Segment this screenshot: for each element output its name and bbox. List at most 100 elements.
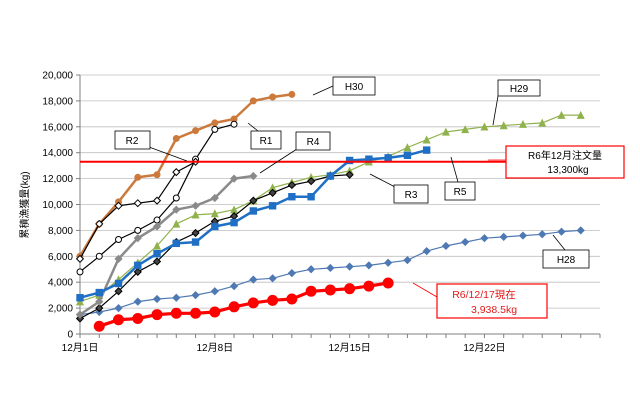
series-r2: [75, 157, 200, 263]
label-r3: R3: [393, 184, 429, 204]
point-r5: [288, 193, 296, 201]
point-h29: [441, 127, 450, 136]
point-r5: [345, 156, 354, 165]
y-axis-label: 累積漁獲量(kg): [18, 171, 31, 238]
point-r5: [172, 239, 180, 248]
point-r3: [133, 267, 142, 276]
point-h28: [268, 274, 277, 283]
point-r1: [134, 226, 142, 234]
point-h29: [75, 297, 85, 306]
point-r5: [211, 222, 219, 231]
series-r6: [93, 277, 394, 332]
point-h28: [576, 226, 585, 235]
point-h29: [422, 135, 431, 144]
y-tick-label: 8,000: [48, 226, 73, 237]
point-r1: [153, 216, 161, 224]
point-r5: [307, 193, 315, 201]
point-r5: [153, 250, 161, 258]
point-h29: [480, 122, 489, 131]
r5-leader: [450, 156, 459, 183]
point-r5: [114, 279, 123, 288]
point-h30: [134, 173, 142, 181]
label-r1: R1: [250, 130, 282, 150]
point-h30: [211, 119, 219, 127]
point-h28: [499, 232, 508, 241]
point-h28: [210, 287, 219, 296]
point-h29: [210, 209, 219, 218]
x-tick-labels: 12月1日 12月8日 12月15日 12月22日: [62, 334, 601, 354]
point-h29: [153, 241, 162, 250]
point-h29: [557, 110, 566, 119]
point-r3: [95, 303, 104, 313]
r1-leader: [247, 122, 259, 132]
y-tick-label: 6,000: [48, 252, 73, 263]
svg-text:R5: R5: [454, 187, 467, 198]
series-h28: [75, 226, 585, 319]
point-r3: [191, 228, 200, 238]
y-tick-label: 2,000: [48, 304, 73, 315]
point-h28: [480, 234, 489, 243]
r4-leader: [259, 146, 301, 174]
point-r5: [230, 218, 238, 227]
r2-leader: [148, 146, 188, 162]
point-r6: [305, 285, 317, 297]
label-r2: R2: [114, 130, 151, 150]
y-tick-labels: 0 2,000 4,000 6,000 8,000 10,000 12,000 14,000 1…: [42, 71, 80, 341]
point-r6: [382, 277, 394, 289]
point-r3: [152, 257, 162, 266]
y-tick-label: 0: [67, 330, 73, 341]
svg-text:R1: R1: [260, 136, 273, 147]
point-h30: [288, 90, 296, 98]
y-tick-label: 4,000: [48, 278, 73, 289]
point-r2: [152, 196, 162, 205]
point-h29: [172, 219, 181, 228]
point-r1: [115, 235, 123, 243]
point-r5: [134, 261, 142, 270]
label-r4: R4: [295, 131, 331, 151]
point-r4: [229, 174, 239, 183]
svg-text:3,938.5kg: 3,938.5kg: [471, 304, 517, 316]
point-r5: [268, 202, 277, 210]
point-h30: [153, 171, 161, 179]
point-h29: [191, 210, 200, 219]
point-r5: [249, 207, 258, 215]
svg-text:13,300kg: 13,300kg: [547, 165, 588, 176]
point-r2: [114, 201, 123, 210]
y-tick-label: 10,000: [42, 200, 73, 211]
point-r6: [93, 320, 105, 332]
point-r6: [170, 307, 182, 319]
h29-leader: [492, 95, 499, 126]
point-h28: [345, 262, 354, 271]
point-r3: [307, 177, 316, 186]
x-tick-label: 12月15日: [329, 342, 371, 354]
point-r6: [132, 312, 144, 324]
point-r6: [324, 284, 336, 296]
point-h28: [229, 281, 239, 291]
point-h29: [576, 110, 585, 119]
y-tick-label: 20,000: [42, 71, 73, 82]
point-h28: [441, 241, 451, 251]
point-h28: [403, 256, 412, 265]
point-h28: [384, 258, 393, 267]
series-h30: [76, 90, 296, 260]
point-r5: [76, 294, 84, 302]
point-r6: [344, 283, 356, 295]
point-r3: [114, 287, 123, 296]
point-h28: [172, 293, 181, 302]
point-r6: [247, 297, 259, 309]
point-r6: [228, 301, 240, 313]
point-r6: [286, 293, 298, 305]
svg-text:R2: R2: [126, 136, 139, 147]
point-r2: [172, 168, 181, 177]
point-h30: [172, 134, 180, 142]
point-r4: [191, 201, 200, 210]
point-r1: [172, 194, 180, 202]
series-r4: [75, 171, 258, 319]
point-h30: [249, 97, 257, 105]
series-r3: [75, 170, 354, 323]
label-h30: H30: [332, 76, 376, 96]
svg-text:R3: R3: [405, 190, 418, 201]
svg-text:R6年12月注文量: R6年12月注文量: [528, 149, 602, 162]
